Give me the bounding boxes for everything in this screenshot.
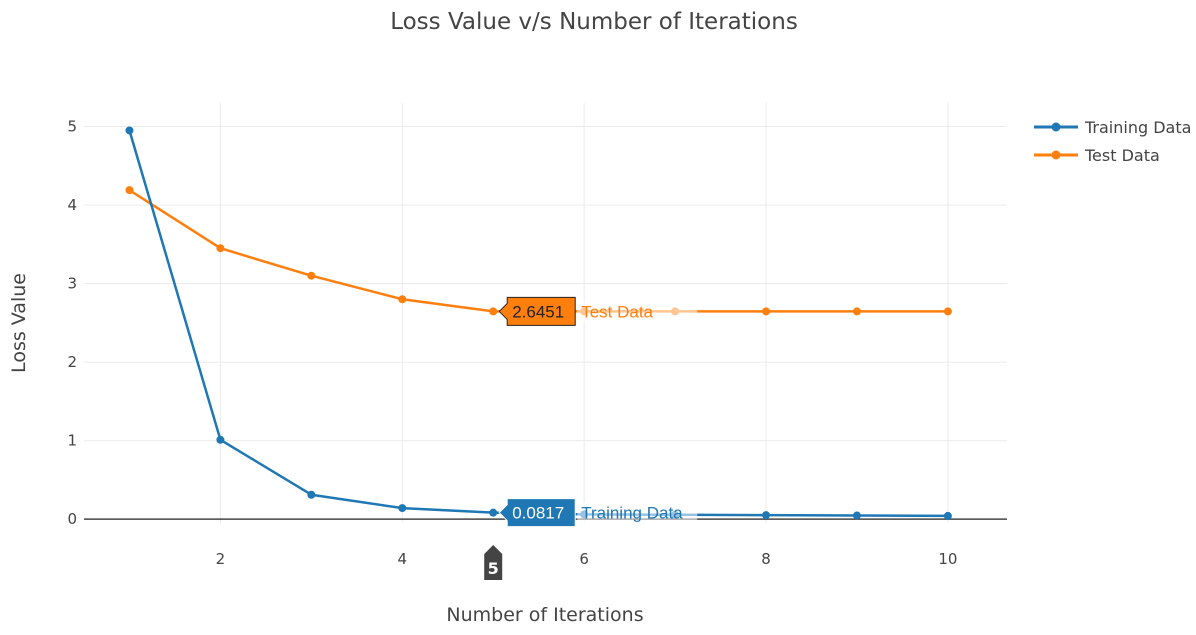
hover-labels: 2.6451 Test Data 0.0817 Training Data 5 xyxy=(484,296,698,580)
y-tick-label: 0 xyxy=(67,510,77,528)
legend-item[interactable]: Test Data xyxy=(1034,146,1160,165)
y-tick-label: 1 xyxy=(67,432,77,450)
data-point xyxy=(216,244,225,253)
y-tick-label: 4 xyxy=(67,196,77,214)
series-line xyxy=(128,189,948,313)
hover-label-name: Test Data xyxy=(581,302,653,321)
data-point xyxy=(489,307,498,316)
data-point xyxy=(125,186,134,195)
legend-label: Test Data xyxy=(1084,146,1160,165)
x-axis-ticks: 2 4 6 8 10 xyxy=(216,550,958,568)
y-tick-label: 5 xyxy=(67,118,77,136)
y-tick-label: 3 xyxy=(67,275,77,293)
data-point xyxy=(398,504,407,513)
x-tick-label: 6 xyxy=(579,550,589,568)
data-point xyxy=(398,295,407,304)
hover-name-bg xyxy=(577,300,698,323)
data-point xyxy=(943,511,952,520)
data-point xyxy=(489,508,498,517)
data-point xyxy=(762,511,771,520)
legend-label: Training Data xyxy=(1084,118,1191,137)
legend-marker xyxy=(1051,122,1061,132)
y-axis-ticks: 0 1 2 3 4 5 xyxy=(67,118,77,529)
hover-label-name: Training Data xyxy=(581,504,683,523)
y-tick-label: 2 xyxy=(67,353,77,371)
data-point xyxy=(852,511,861,520)
x-spike-label: 5 xyxy=(484,545,503,580)
legend[interactable]: Training Data Test Data xyxy=(1034,118,1191,165)
chart-title: Loss Value v/s Number of Iterations xyxy=(390,9,798,35)
data-point xyxy=(125,126,134,135)
hover-name-bg xyxy=(577,501,698,524)
x-tick-label: 10 xyxy=(938,550,957,568)
data-point xyxy=(762,307,771,316)
hover-label-value: 2.6451 xyxy=(512,302,564,321)
x-tick-label: 4 xyxy=(398,550,408,568)
x-spike-value: 5 xyxy=(488,559,499,578)
data-point xyxy=(307,490,316,499)
x-tick-label: 8 xyxy=(761,550,771,568)
hover-label-value: 0.0817 xyxy=(512,504,564,523)
hover-label-box xyxy=(498,498,576,528)
data-point xyxy=(216,435,225,444)
legend-marker xyxy=(1051,150,1061,160)
x-tick-label: 2 xyxy=(216,550,226,568)
x-spike-box xyxy=(484,545,503,580)
data-point xyxy=(307,271,316,280)
x-axis-title: Number of Iterations xyxy=(446,604,643,626)
hover-label-box xyxy=(498,296,576,326)
y-axis-title: Loss Value xyxy=(8,273,30,373)
data-point xyxy=(852,307,861,316)
data-point xyxy=(943,307,952,316)
legend-item[interactable]: Training Data xyxy=(1034,118,1191,137)
